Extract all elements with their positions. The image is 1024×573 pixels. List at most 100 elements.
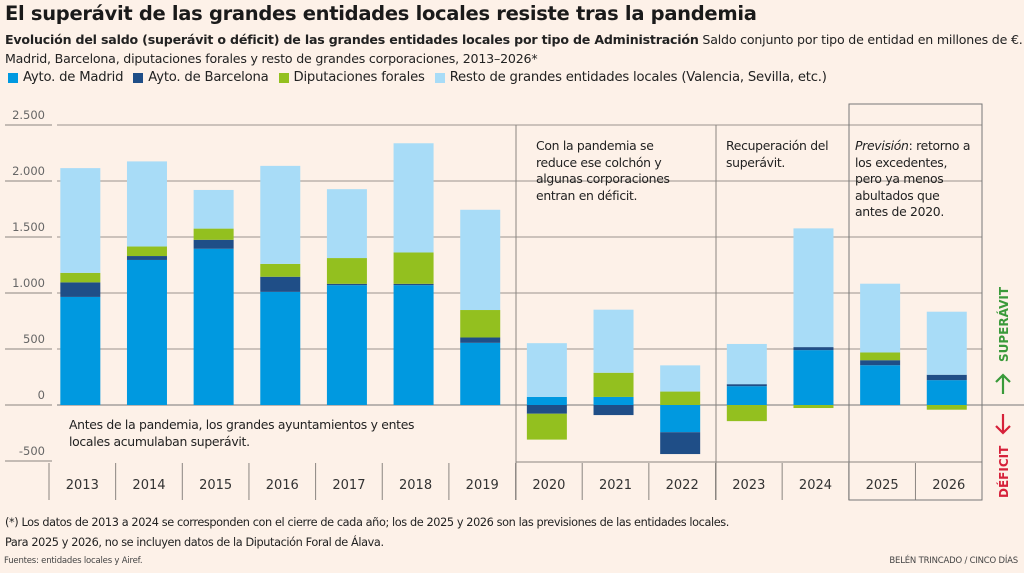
legend-swatch [278, 72, 289, 83]
chart-subtitle-2: Madrid, Barcelona, diputaciones forales … [5, 51, 538, 66]
annotation-forecast: Previsión: retorno a los excedentes, per… [855, 138, 975, 221]
bar-segment-2020-1 [526, 396, 567, 405]
bar-segment-2014-3 [126, 246, 167, 257]
bar-segment-2015-2 [193, 239, 234, 249]
x-tick-label: 2016 [266, 478, 299, 493]
bar-segment-2021-4 [593, 309, 634, 373]
chart-subtitle: Evolución del saldo (superávit o déficit… [5, 32, 1023, 47]
bar-segment-2018-1 [393, 285, 434, 405]
arrow-down-icon [995, 414, 1011, 435]
bar-segment-2014-1 [126, 259, 167, 405]
bar-segment-2021-2 [593, 405, 634, 416]
subtitle-bold: Evolución del saldo (superávit o déficit… [5, 32, 699, 47]
y-tick-label: 2.000 [12, 164, 45, 178]
arrow-up-icon [995, 373, 1011, 394]
legend-label: Resto de grandes entidades locales (Vale… [449, 70, 827, 85]
chart-title: El superávit de las grandes entidades lo… [5, 2, 757, 25]
footnote-2: Para 2025 y 2026, no se incluyen datos d… [5, 536, 384, 549]
bar-segment-2020-2 [526, 405, 567, 414]
x-tick-label: 2017 [332, 478, 365, 493]
bar-segment-2015-3 [193, 228, 234, 240]
bar-segment-2014-2 [126, 256, 167, 260]
x-tick-label: 2014 [132, 478, 165, 493]
x-tick-label: 2020 [532, 478, 565, 493]
bar-segment-2021-1 [593, 396, 634, 405]
bar-segment-2013-1 [60, 296, 101, 405]
surplus-label: SUPERÁVIT [996, 286, 1011, 362]
bar-segment-2023-2 [726, 384, 767, 387]
legend-item-diputaciones: Diputaciones forales [278, 70, 425, 85]
bar-segment-2021-3 [593, 372, 634, 397]
x-tick-label: 2021 [599, 478, 632, 493]
subtitle-unit: Saldo conjunto por tipo de entidad en mi… [698, 32, 1023, 47]
source: Fuentes: entidades locales y Airef. [4, 556, 143, 566]
bar-segment-2016-1 [260, 291, 301, 405]
bar-segment-2016-3 [260, 263, 301, 277]
bar-segment-2022-2 [660, 432, 701, 455]
annotation-recovery: Recuperación del superávit. [726, 138, 829, 170]
bar-segment-2018-3 [393, 252, 434, 284]
bar-segment-2017-2 [326, 283, 367, 286]
bar-segment-2024-4 [793, 228, 834, 348]
bar-segment-2018-2 [393, 283, 434, 286]
bar-segment-2019-2 [460, 337, 501, 343]
bar-segment-2024-2 [793, 347, 834, 351]
y-tick-label: 0 [38, 388, 45, 402]
y-tick-label: 1.000 [12, 276, 45, 290]
x-tick-label: 2022 [666, 478, 699, 493]
bar-segment-2017-1 [326, 285, 367, 405]
y-tick-label: 1.500 [12, 220, 45, 234]
bar-segment-2022-4 [660, 365, 701, 392]
legend-item-madrid: Ayto. de Madrid [8, 70, 123, 85]
bar-segment-2016-2 [260, 276, 301, 292]
bar-segment-2023-4 [726, 343, 767, 385]
legend-label: Diputaciones forales [293, 70, 425, 85]
bar-segment-2026-2 [926, 374, 967, 381]
bar-segment-2013-3 [60, 272, 101, 283]
x-tick-label: 2023 [732, 478, 765, 493]
annotation-pandemic: Con la pandemia se reduce ese colchón y … [536, 138, 670, 203]
bar-segment-2014-4 [126, 161, 167, 247]
bar-segment-2017-3 [326, 258, 367, 284]
legend-label: Ayto. de Madrid [23, 70, 124, 85]
bar-segment-2017-4 [326, 189, 367, 259]
legend-swatch [434, 72, 445, 83]
y-tick-label: 2.500 [12, 108, 45, 122]
legend-swatch [8, 72, 18, 83]
bar-segment-2025-2 [860, 360, 901, 366]
bar-segment-2019-3 [460, 310, 501, 338]
x-tick-label: 2015 [199, 478, 232, 493]
bar-segment-2015-1 [193, 248, 234, 405]
bar-segment-2019-4 [460, 209, 501, 311]
bar-segment-2015-4 [193, 189, 234, 229]
x-tick-label: 2019 [466, 478, 499, 493]
bar-segment-2025-1 [860, 365, 901, 405]
legend-label: Ayto. de Barcelona [148, 70, 269, 85]
footnote-1: (*) Los datos de 2013 a 2024 se correspo… [5, 516, 729, 529]
bar-segment-2026-3 [926, 405, 967, 410]
deficit-label: DÉFICIT [996, 445, 1011, 498]
x-tick-label: 2026 [932, 478, 965, 493]
bar-segment-2013-4 [60, 168, 101, 273]
bar-segment-2024-1 [793, 350, 834, 405]
bar-segment-2016-4 [260, 165, 301, 264]
bar-segment-2018-4 [393, 143, 434, 253]
x-tick-label: 2025 [866, 478, 899, 493]
bar-segment-2026-4 [926, 311, 967, 375]
bar-segment-2019-1 [460, 342, 501, 405]
bar-segment-2025-3 [860, 352, 901, 361]
forecast-label: Previsión [855, 138, 909, 153]
forecast-box [848, 103, 983, 501]
bar-segment-2022-1 [660, 405, 701, 433]
bar-segment-2013-2 [60, 282, 101, 297]
bar-segment-2020-3 [526, 413, 567, 440]
bar-segment-2020-4 [526, 343, 567, 397]
legend-item-resto: Resto de grandes entidades locales (Vale… [434, 70, 827, 85]
bar-segment-2022-3 [660, 391, 701, 405]
forecast-text: : retorno a los excedentes, pero ya meno… [855, 138, 971, 219]
bar-segment-2024-3 [793, 405, 834, 409]
x-tick-label: 2018 [399, 478, 432, 493]
legend: Ayto. de Madrid Ayto. de Barcelona Diput… [8, 70, 827, 85]
x-tick-label: 2013 [66, 478, 99, 493]
